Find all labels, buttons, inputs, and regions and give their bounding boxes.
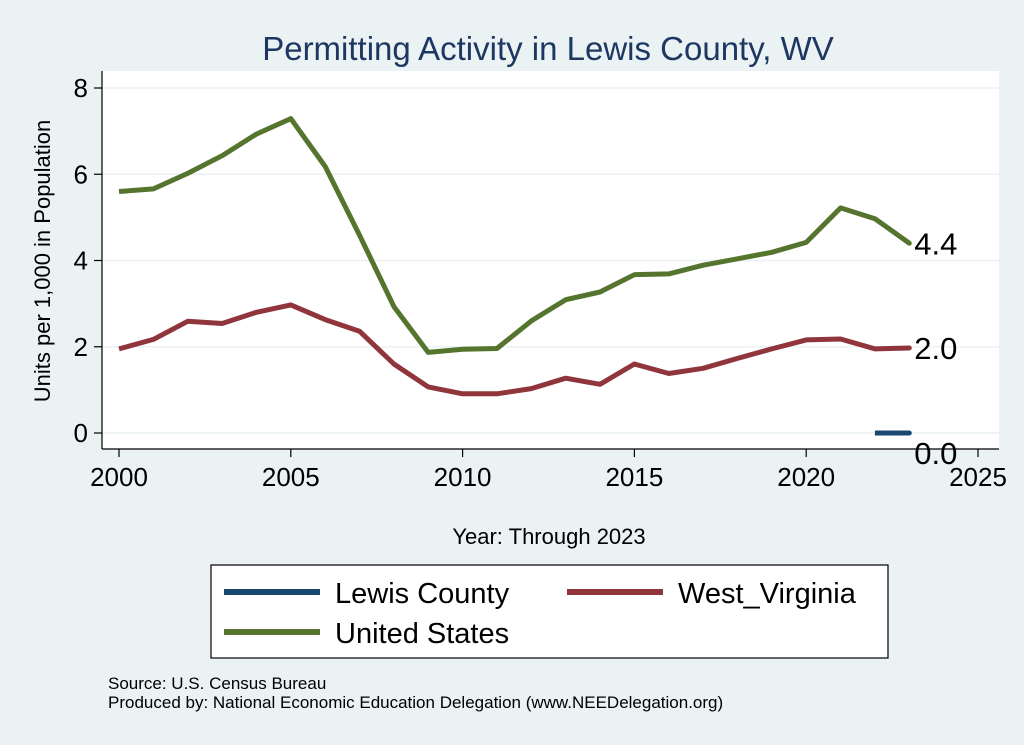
y-axis-title: Units per 1,000 in Population (30, 120, 55, 403)
legend-label-lewis-county: Lewis County (335, 578, 510, 610)
end-label-lewis-county: 0.0 (914, 436, 957, 471)
y-tick-label: 6 (74, 159, 88, 189)
end-point-lewis-county (906, 430, 912, 436)
x-tick-label: 2010 (434, 462, 492, 492)
legend-label-united-states: United States (335, 618, 509, 650)
source-note: Source: U.S. Census Bureau (108, 674, 326, 693)
x-tick-label: 2020 (777, 462, 835, 492)
y-tick-label: 8 (74, 73, 88, 103)
x-tick-label: 2025 (949, 462, 1007, 492)
end-labels: 0.0 2.0 4.4 (914, 226, 957, 471)
x-tick-label: 2005 (262, 462, 320, 492)
gridlines (102, 87, 999, 434)
producer-note: Produced by: National Economic Education… (108, 693, 723, 712)
axes: 0 2 4 6 8 2000 2005 2010 2015 2020 2025 (74, 71, 1007, 492)
end-label-united-states: 4.4 (914, 226, 957, 261)
x-axis-title: Year: Through 2023 (452, 524, 645, 549)
legend: Lewis County West_Virginia United States (210, 564, 889, 659)
end-point-united-states (906, 240, 912, 246)
y-tick-label: 4 (74, 246, 88, 276)
y-tick-label: 2 (74, 332, 88, 362)
series-lines (118, 116, 912, 436)
end-label-west-virginia: 2.0 (914, 331, 957, 366)
end-point-west-virginia (906, 345, 912, 351)
x-tick-label: 2015 (605, 462, 663, 492)
x-tick-label: 2000 (90, 462, 148, 492)
chart-title: Permitting Activity in Lewis County, WV (262, 30, 834, 67)
y-tick-label: 0 (74, 418, 88, 448)
legend-box (210, 564, 889, 659)
legend-label-west-virginia: West_Virginia (678, 578, 857, 610)
series-line-united-states (118, 116, 911, 355)
series-line-west-virginia (118, 302, 910, 397)
